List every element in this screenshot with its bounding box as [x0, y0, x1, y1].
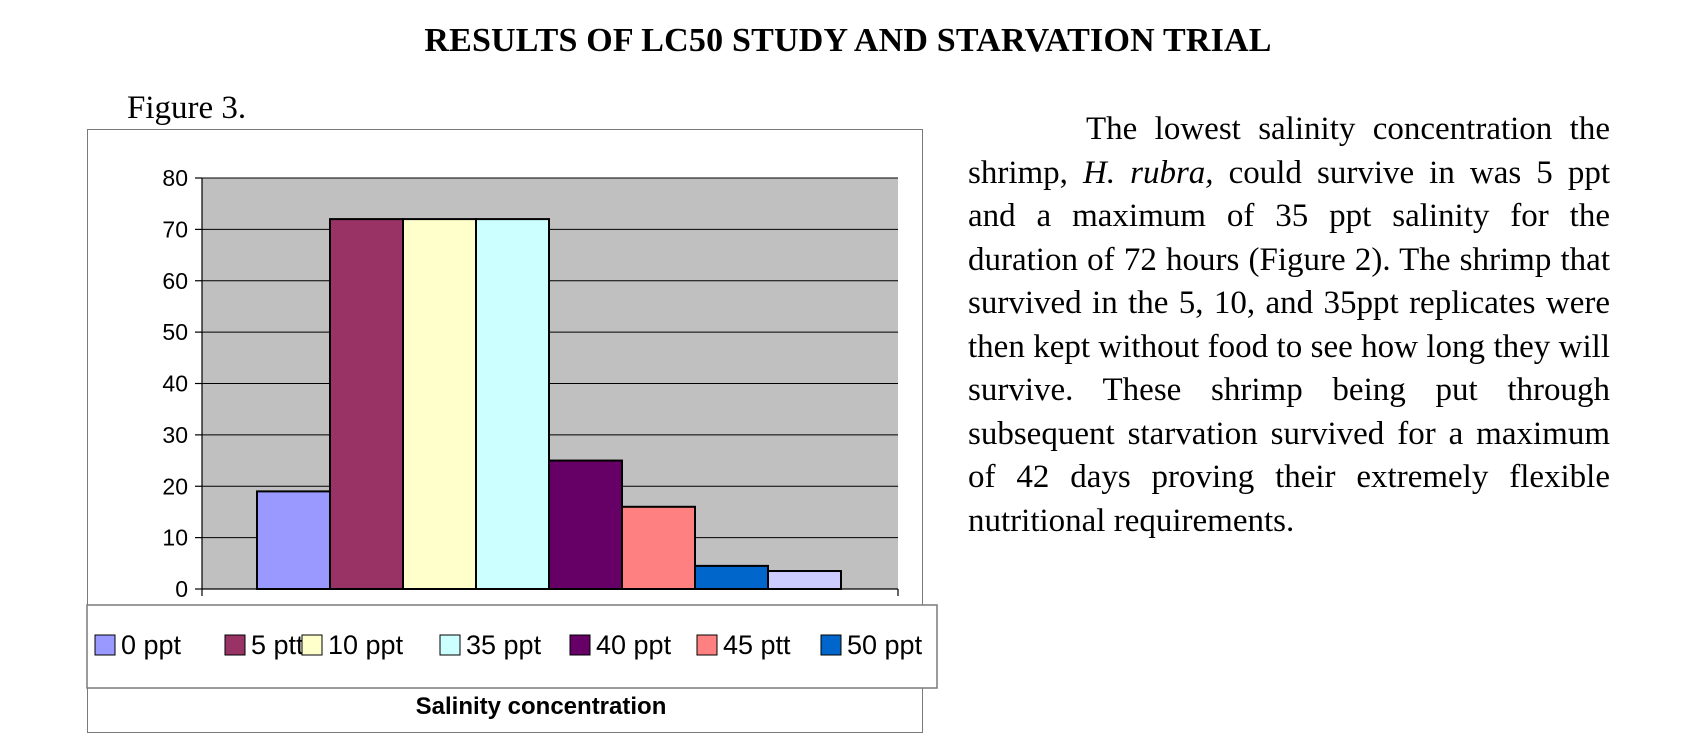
results-paragraph: The lowest salinity concentration the sh… — [968, 108, 1610, 543]
paragraph-part-2: could survive in was 5 ppt and a maximum… — [968, 154, 1610, 539]
paragraph-part-1: The lowest salinity concentration the sh… — [968, 111, 1610, 191]
page-title: RESULTS OF LC50 STUDY AND STARVATION TRI… — [424, 22, 1272, 59]
chart-frame — [87, 129, 923, 733]
figure-label: Figure 3. — [127, 90, 247, 126]
species-name: H. rubra, — [1082, 154, 1214, 191]
